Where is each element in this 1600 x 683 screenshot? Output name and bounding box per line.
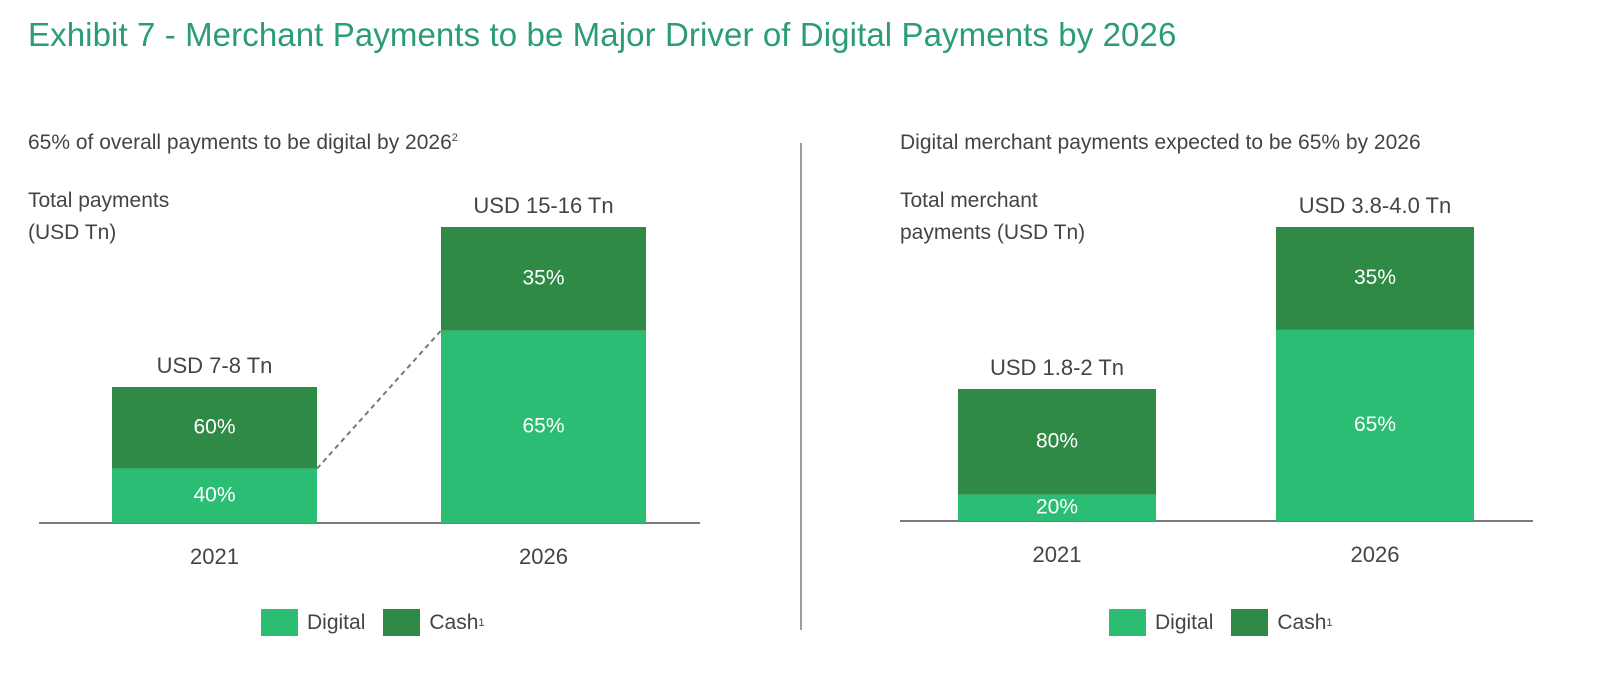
left-bar-2026-digital (441, 330, 646, 523)
right-x-tick-2026: 2026 (1351, 542, 1400, 567)
left-legend-digital-swatch (261, 609, 298, 636)
right-label-2026-cash: 35% (1354, 266, 1396, 289)
left-y-axis-label-line1: Total payments (28, 189, 170, 212)
left-legend-cash-swatch (383, 609, 421, 636)
right-label-2026-digital: 65% (1354, 413, 1396, 436)
right-legend: Digital Cash 1 (1109, 609, 1351, 636)
left-legend-digital-label: Digital (307, 610, 366, 634)
left-subtitle-text: 65% of overall payments to be digital by… (28, 131, 452, 154)
right-legend-cash-footnote: 1 (1326, 616, 1333, 629)
left-stacked-bar-chart: 60% 40% USD 7-8 Tn 2021 35% 65% USD 15-16 Tn 20… (39, 193, 700, 569)
left-legend-cash-footnote: 1 (478, 616, 485, 629)
left-label-2026-digital: 65% (522, 414, 564, 437)
right-bar-2021-digital (958, 494, 1156, 521)
right-legend-digital-swatch (1109, 609, 1146, 636)
left-subtitle-footnote: 2 (451, 132, 458, 144)
right-legend-digital: Digital (1109, 609, 1213, 636)
right-y-axis-label-line1: Total merchant (900, 189, 1038, 212)
left-subtitle: 65% of overall payments to be digital by… (28, 131, 458, 155)
right-bar-2026-cash (1276, 227, 1474, 330)
left-bar-2021-digital (112, 468, 317, 523)
left-connector-line (316, 329, 442, 470)
exhibit-title: Exhibit 7 - Merchant Payments to be Majo… (28, 16, 1177, 53)
right-bar-2026-digital (1276, 329, 1474, 521)
left-total-label-2021: USD 7-8 Tn (157, 353, 273, 378)
left-legend: Digital Cash 1 (261, 609, 503, 636)
right-legend-cash-swatch (1231, 609, 1269, 636)
left-legend-cash: Cash 1 (383, 609, 485, 636)
left-legend-cash-label: Cash (429, 610, 479, 634)
right-y-axis-label: Total merchant payments (USD Tn) (900, 185, 1085, 249)
left-legend-digital: Digital (261, 609, 365, 636)
left-y-axis-label: Total payments (USD Tn) (28, 185, 169, 249)
left-label-2021-cash: 60% (193, 415, 235, 438)
right-label-2021-cash: 80% (1036, 429, 1078, 452)
panel-divider (800, 143, 802, 630)
left-x-tick-2026: 2026 (519, 544, 568, 569)
right-total-label-2026: USD 3.8-4.0 Tn (1299, 193, 1451, 218)
right-stacked-bar-chart: 80% 20% USD 1.8-2 Tn 2021 35% 65% USD 3.8-4.0 … (900, 193, 1533, 567)
left-total-label-2026: USD 15-16 Tn (473, 193, 613, 218)
left-x-tick-2021: 2021 (190, 544, 239, 569)
right-legend-cash: Cash 1 (1231, 609, 1333, 636)
right-label-2021-digital: 20% (1036, 495, 1078, 518)
right-subtitle: Digital merchant payments expected to be… (900, 131, 1421, 154)
left-y-axis-label-line2: (USD Tn) (28, 221, 117, 244)
left-label-2026-cash: 35% (522, 266, 564, 289)
right-y-axis-label-line2: payments (USD Tn) (900, 221, 1086, 244)
right-legend-digital-label: Digital (1155, 610, 1214, 634)
left-bar-2026-cash (441, 227, 646, 331)
left-bar-2021-cash (112, 387, 317, 469)
right-x-tick-2021: 2021 (1033, 542, 1082, 567)
left-label-2021-digital: 40% (193, 483, 235, 506)
right-legend-cash-label: Cash (1277, 610, 1327, 634)
right-bar-2021-cash (958, 389, 1156, 495)
right-total-label-2021: USD 1.8-2 Tn (990, 355, 1124, 380)
